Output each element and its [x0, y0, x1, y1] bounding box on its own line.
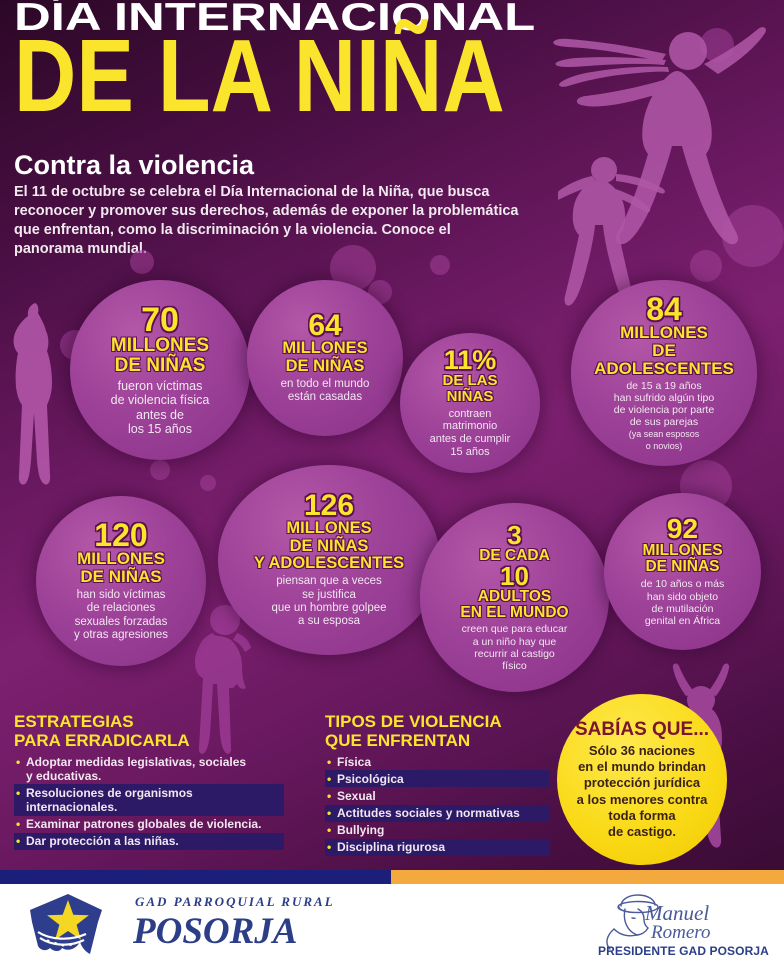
svg-text:Romero: Romero	[650, 922, 710, 940]
